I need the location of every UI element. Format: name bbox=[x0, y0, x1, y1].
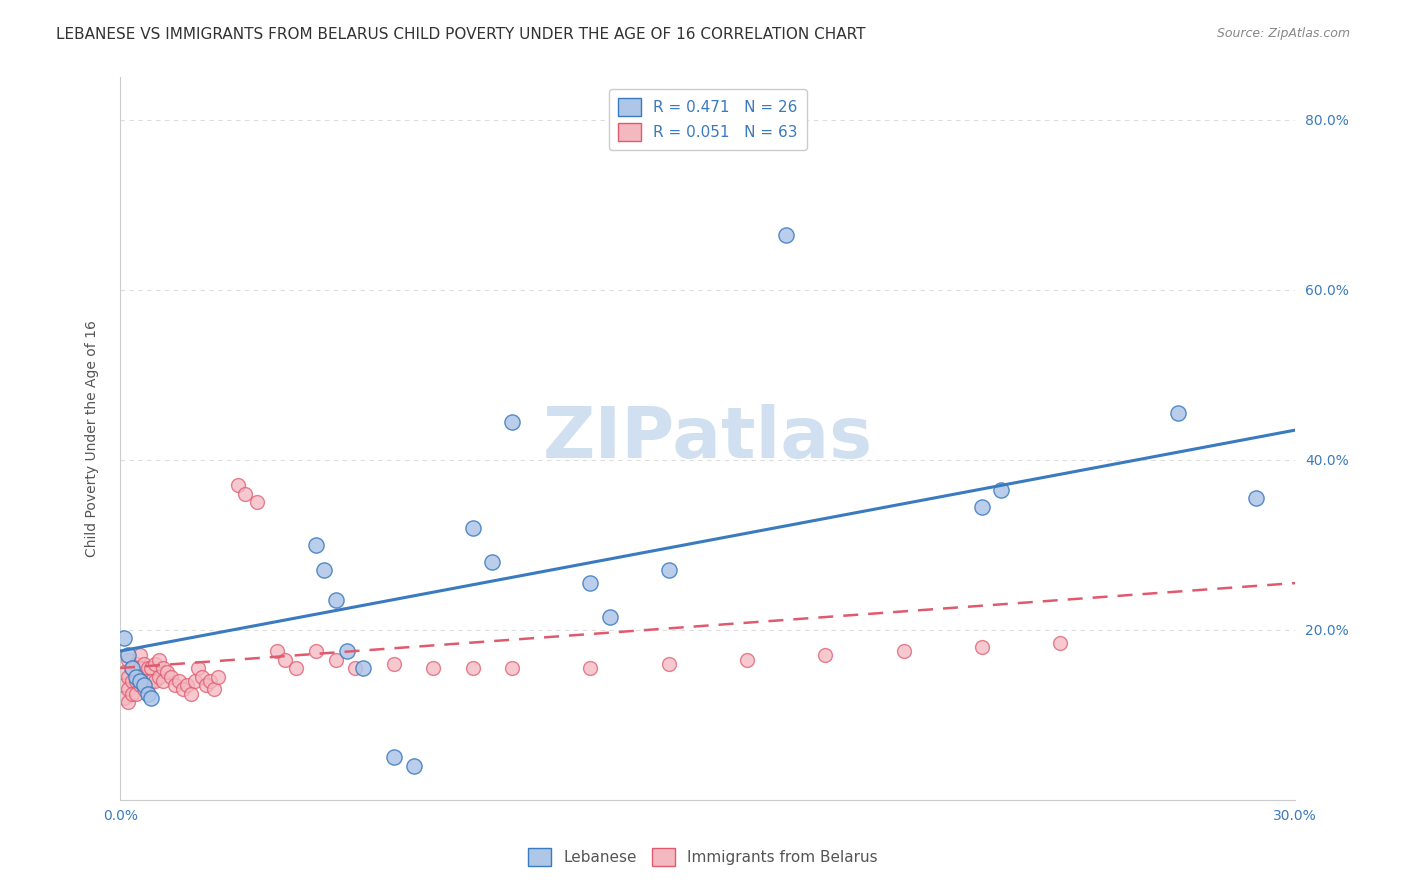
Point bbox=[112, 690, 135, 705]
Point bbox=[336, 644, 359, 658]
Point bbox=[132, 669, 155, 683]
Point bbox=[136, 687, 159, 701]
Point bbox=[180, 687, 202, 701]
Legend: R = 0.471   N = 26, R = 0.051   N = 63: R = 0.471 N = 26, R = 0.051 N = 63 bbox=[609, 88, 807, 151]
Point bbox=[148, 669, 170, 683]
Point bbox=[117, 669, 139, 683]
Point bbox=[657, 657, 679, 671]
Point bbox=[422, 661, 444, 675]
Point bbox=[202, 682, 225, 697]
Point bbox=[207, 669, 229, 683]
Point bbox=[163, 678, 186, 692]
Legend: Lebanese, Immigrants from Belarus: Lebanese, Immigrants from Belarus bbox=[519, 838, 887, 875]
Point bbox=[160, 669, 183, 683]
Point bbox=[579, 661, 602, 675]
Point bbox=[273, 652, 295, 666]
Point bbox=[132, 678, 155, 692]
Point bbox=[121, 661, 143, 675]
Point bbox=[814, 648, 837, 663]
Point bbox=[117, 682, 139, 697]
Point bbox=[121, 673, 143, 688]
Point bbox=[141, 673, 163, 688]
Point bbox=[246, 495, 269, 509]
Point bbox=[112, 678, 135, 692]
Point bbox=[152, 661, 174, 675]
Point bbox=[172, 682, 194, 697]
Point bbox=[285, 661, 308, 675]
Point bbox=[461, 661, 484, 675]
Point bbox=[152, 673, 174, 688]
Point bbox=[344, 661, 367, 675]
Point bbox=[117, 652, 139, 666]
Text: ZIPatlas: ZIPatlas bbox=[543, 404, 873, 473]
Point bbox=[461, 521, 484, 535]
Point bbox=[195, 678, 218, 692]
Point bbox=[128, 648, 150, 663]
Point bbox=[579, 576, 602, 591]
Point bbox=[305, 644, 328, 658]
Text: Source: ZipAtlas.com: Source: ZipAtlas.com bbox=[1216, 27, 1350, 40]
Y-axis label: Child Poverty Under the Age of 16: Child Poverty Under the Age of 16 bbox=[86, 320, 100, 557]
Point bbox=[148, 652, 170, 666]
Point bbox=[136, 661, 159, 675]
Point bbox=[481, 555, 503, 569]
Point bbox=[156, 665, 179, 680]
Point bbox=[266, 644, 288, 658]
Point bbox=[990, 483, 1012, 497]
Point bbox=[325, 652, 347, 666]
Point bbox=[657, 563, 679, 577]
Point bbox=[117, 695, 139, 709]
Point bbox=[132, 657, 155, 671]
Point bbox=[125, 657, 148, 671]
Point bbox=[132, 682, 155, 697]
Point bbox=[325, 593, 347, 607]
Point bbox=[117, 648, 139, 663]
Point bbox=[125, 669, 148, 683]
Point bbox=[121, 661, 143, 675]
Point bbox=[145, 657, 167, 671]
Point bbox=[305, 538, 328, 552]
Point bbox=[125, 687, 148, 701]
Point bbox=[176, 678, 198, 692]
Point bbox=[226, 478, 249, 492]
Point bbox=[121, 687, 143, 701]
Point bbox=[125, 673, 148, 688]
Point bbox=[1244, 491, 1267, 505]
Point bbox=[136, 673, 159, 688]
Point bbox=[312, 563, 335, 577]
Point bbox=[501, 661, 523, 675]
Point bbox=[970, 500, 993, 514]
Point bbox=[128, 661, 150, 675]
Point bbox=[141, 661, 163, 675]
Point bbox=[145, 673, 167, 688]
Point bbox=[128, 673, 150, 688]
Point bbox=[501, 415, 523, 429]
Point bbox=[235, 487, 257, 501]
Point bbox=[183, 673, 205, 688]
Point bbox=[191, 669, 214, 683]
Text: LEBANESE VS IMMIGRANTS FROM BELARUS CHILD POVERTY UNDER THE AGE OF 16 CORRELATIO: LEBANESE VS IMMIGRANTS FROM BELARUS CHIL… bbox=[56, 27, 866, 42]
Point bbox=[775, 227, 797, 242]
Point bbox=[167, 673, 190, 688]
Point bbox=[893, 644, 915, 658]
Point bbox=[382, 750, 405, 764]
Point bbox=[599, 610, 621, 624]
Point bbox=[141, 690, 163, 705]
Point bbox=[112, 665, 135, 680]
Point bbox=[352, 661, 374, 675]
Point bbox=[970, 640, 993, 654]
Point bbox=[1049, 635, 1071, 649]
Point bbox=[735, 652, 758, 666]
Point bbox=[1167, 406, 1189, 420]
Point bbox=[200, 673, 222, 688]
Point bbox=[402, 758, 425, 772]
Point bbox=[382, 657, 405, 671]
Point bbox=[112, 632, 135, 646]
Point bbox=[187, 661, 209, 675]
Point bbox=[128, 678, 150, 692]
